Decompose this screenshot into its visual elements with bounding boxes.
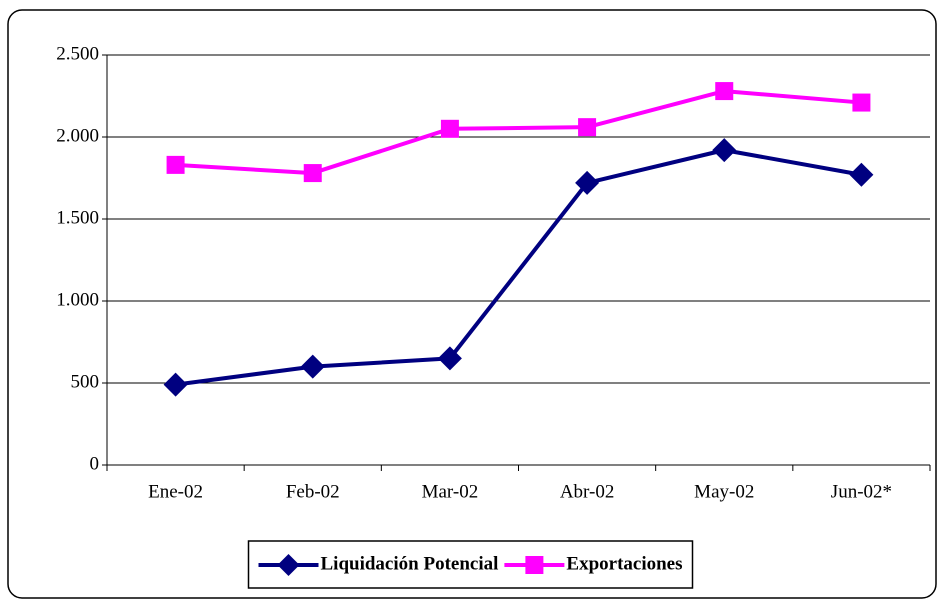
legend: Liquidación Potencial Exportaciones <box>247 540 694 589</box>
marker <box>578 118 597 137</box>
y-tick-label: 2.500 <box>56 43 99 64</box>
marker <box>303 164 322 183</box>
legend-marker <box>277 554 300 576</box>
x-tick-label: Jun-02* <box>831 481 892 502</box>
legend-label: Exportaciones <box>566 553 682 574</box>
marker <box>440 119 459 138</box>
y-tick-label: 0 <box>90 453 100 474</box>
marker <box>849 162 874 187</box>
series-line <box>175 89 862 176</box>
legend-box <box>247 540 694 589</box>
x-tick-label: Feb-02 <box>286 481 340 502</box>
series-line <box>175 148 862 387</box>
marker <box>712 138 737 163</box>
marker <box>437 346 462 371</box>
x-tick-label: May-02 <box>694 481 754 502</box>
x-tick-label: Ene-02 <box>148 481 203 502</box>
y-tick-label: 500 <box>71 371 100 392</box>
marker <box>166 155 185 174</box>
marker <box>163 372 188 397</box>
marker <box>300 354 325 379</box>
x-tick-label: Abr-02 <box>560 481 615 502</box>
marker <box>715 82 734 101</box>
x-tick-label: Mar-02 <box>422 481 479 502</box>
y-tick-label: 1.000 <box>56 289 99 310</box>
legend-label: Liquidación Potencial <box>321 553 499 574</box>
marker <box>852 93 871 112</box>
y-tick-label: 2.000 <box>56 125 99 146</box>
marker <box>575 170 600 195</box>
legend-marker <box>525 556 544 574</box>
y-tick-label: 1.500 <box>56 207 99 228</box>
